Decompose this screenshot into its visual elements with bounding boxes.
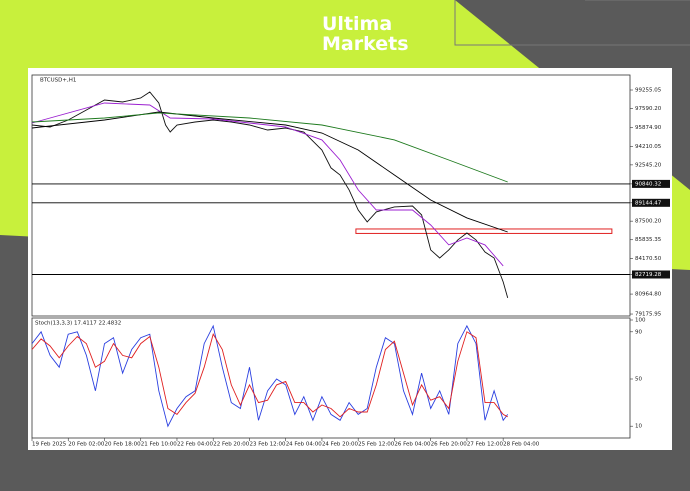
zone <box>355 228 613 234</box>
x-tick-label: 28 Feb 04:00 <box>503 442 540 448</box>
x-tick-label: 19 Feb 2025 <box>32 442 67 448</box>
x-tick-label: 26 Feb 04:00 <box>394 442 431 448</box>
y-tick-label: 80964.80 <box>635 292 662 298</box>
level-tag <box>632 198 670 207</box>
series-line <box>31 102 504 267</box>
deco-line <box>454 0 690 46</box>
y-tick-label: 100 <box>635 318 646 324</box>
x-tick-label: 22 Feb 20:00 <box>213 442 250 448</box>
stoch-frame <box>31 317 631 439</box>
x-tick-label: 26 Feb 20:00 <box>431 442 468 448</box>
y-tick-label: 95874.90 <box>635 125 662 131</box>
main-frame <box>31 74 631 317</box>
y-tick-label: 85835.35 <box>635 237 662 243</box>
series-line <box>31 331 508 418</box>
y-tick-label: 94210.05 <box>635 144 662 150</box>
y-tick-label: 84170.50 <box>635 256 662 262</box>
series-line <box>31 324 509 428</box>
x-tick-label: 21 Feb 10:00 <box>141 442 178 448</box>
y-tick-label: 50 <box>635 377 642 383</box>
brand-line2: Markets <box>322 33 409 55</box>
x-tick-label: 23 Feb 12:00 <box>249 442 286 448</box>
y-tick-label: 99255.05 <box>635 88 662 94</box>
y-tick-label: 97590.20 <box>635 106 662 112</box>
x-tick-label: 20 Feb 02:00 <box>68 442 105 448</box>
level-tag <box>632 179 670 188</box>
y-tick-label: 79175.95 <box>635 312 662 318</box>
level-tag <box>632 270 670 279</box>
x-tick-label: 27 Feb 12:00 <box>467 442 504 448</box>
x-tick-label: 24 Feb 04:00 <box>286 442 323 448</box>
x-tick-label: 20 Feb 18:00 <box>104 442 141 448</box>
stoch-title: Stoch(13,3,3) 17.4117 22.4832 <box>35 321 121 327</box>
y-tick-label: 90840.32 <box>635 181 661 187</box>
x-tick-label: 22 Feb 04:00 <box>177 442 214 448</box>
series-line <box>31 91 509 299</box>
y-tick-label: 92545.20 <box>635 162 662 168</box>
chart-panel <box>28 68 672 450</box>
x-tick-label: 25 Feb 12:00 <box>358 442 395 448</box>
y-tick-label: 82719.28 <box>635 272 662 278</box>
y-tick-label: 89144.47 <box>635 200 662 206</box>
brand-line1: Ultima <box>322 13 392 35</box>
x-tick-label: 24 Feb 20:00 <box>322 442 359 448</box>
chart-title: BTCUSD+,H1 <box>40 78 76 84</box>
y-tick-label: 90 <box>635 329 642 335</box>
y-tick-label: 10 <box>635 424 642 430</box>
y-tick-label: 87500.20 <box>635 219 662 225</box>
logo-icon <box>292 16 299 42</box>
series-line <box>31 112 508 183</box>
logo-icon <box>302 22 309 48</box>
